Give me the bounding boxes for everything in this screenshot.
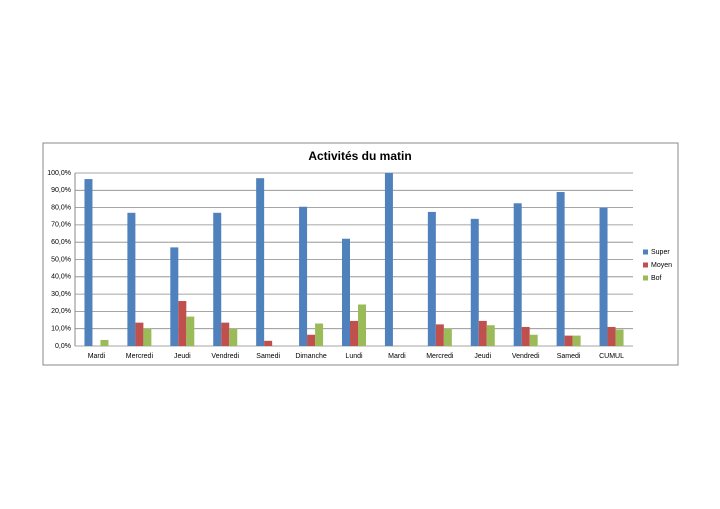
- x-tick-label: Dimanche: [295, 353, 327, 360]
- y-tick-label: 80,0%: [51, 204, 71, 211]
- y-tick-label: 0,0%: [55, 343, 71, 350]
- y-tick-label: 20,0%: [51, 308, 71, 315]
- bar: [315, 323, 324, 346]
- bar: [599, 207, 608, 346]
- x-tick-label: CUMUL: [599, 353, 624, 360]
- bar: [127, 212, 136, 346]
- x-tick-label: Jeudi: [174, 353, 191, 360]
- bar: [615, 329, 624, 346]
- bar: [221, 322, 230, 346]
- bar: [299, 206, 308, 346]
- x-tick-label: Mardi: [388, 353, 406, 360]
- bar: [470, 218, 479, 346]
- bar: [342, 238, 350, 346]
- bar: [170, 247, 179, 346]
- bar: [186, 316, 195, 346]
- bar: [100, 339, 109, 346]
- bar: [564, 335, 573, 346]
- bar: [478, 320, 487, 346]
- bar: [84, 179, 93, 346]
- y-tick-label: 40,0%: [51, 274, 71, 281]
- legend-swatch: [643, 249, 648, 255]
- bar: [264, 340, 273, 346]
- bar: [143, 328, 152, 346]
- x-tick-label: Mercredi: [426, 353, 454, 360]
- bar: [607, 326, 616, 346]
- y-tick-label: 90,0%: [51, 187, 71, 194]
- x-tick-label: Samedi: [256, 353, 280, 360]
- y-tick-label: 60,0%: [51, 239, 71, 246]
- x-tick-label: Jeudi: [474, 353, 491, 360]
- y-tick-label: 100,0%: [47, 170, 71, 177]
- x-tick-label: Samedi: [557, 353, 581, 360]
- bar: [529, 334, 538, 346]
- bar: [358, 304, 366, 346]
- bar: [513, 203, 522, 346]
- bar: [521, 326, 530, 346]
- bar: [384, 173, 393, 346]
- x-tick-label: Mercredi: [126, 353, 154, 360]
- bar: [486, 325, 495, 346]
- bar: [350, 320, 358, 346]
- bar: [572, 335, 581, 346]
- bar: [256, 178, 265, 346]
- bar: [427, 211, 436, 346]
- x-tick-label: Mardi: [88, 353, 106, 360]
- x-tick-label: Vendredi: [211, 353, 239, 360]
- bar: [435, 324, 444, 346]
- y-tick-label: 10,0%: [51, 326, 71, 333]
- y-tick-label: 30,0%: [51, 291, 71, 298]
- bar: [178, 301, 187, 346]
- bar: [213, 212, 222, 346]
- x-tick-label: Lundi: [345, 353, 363, 360]
- bar: [135, 322, 144, 346]
- legend-label: Super: [651, 249, 670, 256]
- legend-swatch: [643, 275, 648, 281]
- legend-swatch: [643, 262, 648, 268]
- chart-title: Activités du matin: [308, 149, 411, 163]
- y-tick-label: 70,0%: [51, 222, 71, 229]
- legend-label: Bof: [651, 275, 662, 282]
- bar: [556, 192, 565, 346]
- x-tick-label: Vendredi: [512, 353, 540, 360]
- legend-label: Moyen: [651, 262, 672, 269]
- y-tick-label: 50,0%: [51, 256, 71, 263]
- bar: [307, 334, 316, 346]
- bar: [443, 328, 452, 346]
- bar: [229, 328, 238, 346]
